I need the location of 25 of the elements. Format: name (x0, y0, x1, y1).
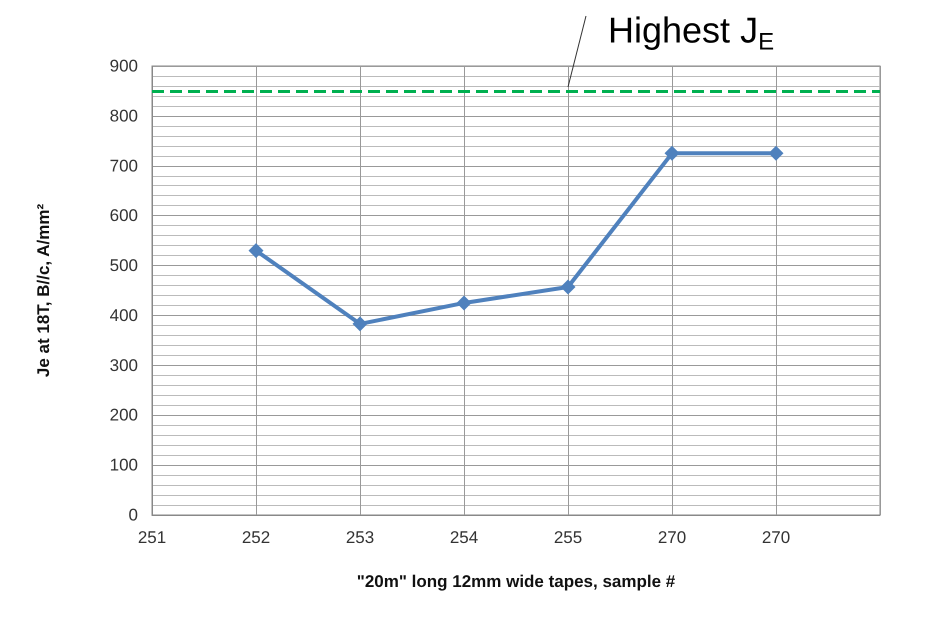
y-tick-label: 0 (128, 506, 138, 524)
y-tick-label: 200 (110, 406, 138, 425)
x-axis-title: "20m" long 12mm wide tapes, sample # (356, 572, 676, 591)
y-tick-label: 800 (110, 106, 138, 126)
x-tick-label: 251 (138, 528, 166, 547)
y-axis-title: Je at 18T, B//c, A/mm² (34, 204, 53, 378)
point (560, 280, 576, 295)
x-tick-label: 270 (658, 528, 686, 547)
x-tick-label: 254 (450, 528, 478, 547)
point (248, 243, 264, 258)
point (456, 295, 472, 310)
y-tick-label: 900 (110, 56, 138, 76)
y-tick-label: 600 (110, 206, 138, 226)
y-tick-label: 400 (110, 306, 138, 325)
y-tick-label: 700 (110, 156, 138, 176)
y-tick-label: 500 (110, 256, 138, 276)
x-tick-label: 270 (762, 528, 790, 547)
x-tick-label: 252 (242, 528, 270, 547)
y-tick-label: 300 (110, 356, 138, 375)
y-tick-label: 100 (110, 456, 138, 475)
point (352, 316, 368, 332)
point (664, 146, 680, 161)
x-tick-label: 253 (346, 528, 374, 547)
point (768, 146, 784, 161)
x-tick-label: 255 (554, 528, 582, 547)
